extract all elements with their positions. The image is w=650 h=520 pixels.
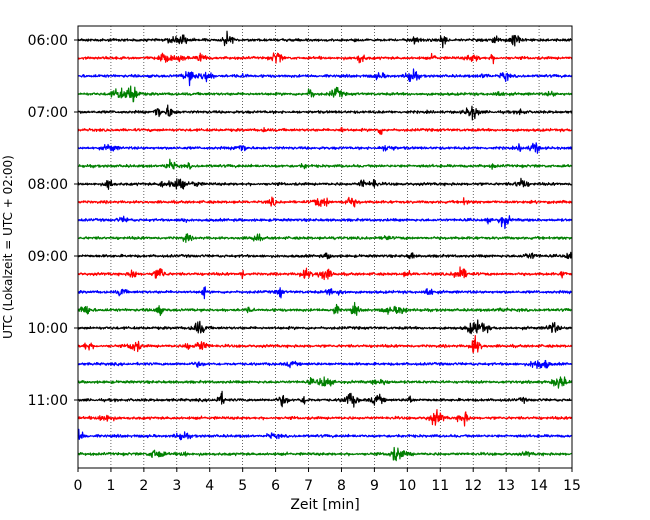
trace-row (77, 158, 573, 170)
trace-row (77, 334, 573, 354)
y-axis-ticks: 06:00 07:00 08:00 09:00 10:00 11:00 (28, 33, 78, 409)
x-tick-label: 11 (431, 478, 449, 494)
trace-row (77, 251, 573, 260)
trace-row (77, 177, 573, 190)
x-tick-label: 12 (464, 478, 482, 494)
y-tick-label: 07:00 (28, 105, 68, 121)
y-tick-label: 10:00 (28, 321, 68, 337)
x-tick-label: 0 (74, 478, 83, 494)
trace-row (77, 359, 573, 370)
x-tick-label: 14 (530, 478, 548, 494)
x-tick-label: 2 (139, 478, 148, 494)
trace-row (77, 30, 573, 49)
x-tick-label: 3 (172, 478, 181, 494)
trace-row (77, 68, 573, 87)
trace-row (77, 390, 573, 408)
y-tick-label: 08:00 (28, 177, 68, 193)
x-tick-label: 6 (271, 478, 280, 494)
x-tick-label: 1 (106, 478, 115, 494)
trace-row (77, 409, 573, 427)
trace-row (77, 286, 573, 300)
x-tick-label: 4 (205, 478, 214, 494)
trace-rows (77, 30, 573, 462)
x-tick-label: 10 (398, 478, 416, 494)
trace-row (77, 104, 573, 121)
y-tick-label: 09:00 (28, 249, 68, 265)
trace-row (77, 126, 573, 136)
trace-row (77, 301, 573, 317)
x-tick-label: 9 (370, 478, 379, 494)
trace-row (77, 85, 573, 103)
trace-row (77, 319, 573, 335)
x-axis-ticks: 0 1 2 3 4 5 6 7 8 9 10 11 12 13 14 15 (74, 468, 581, 494)
trace-row (77, 142, 573, 154)
trace-row (77, 428, 573, 441)
plot-frame (77, 25, 573, 469)
x-tick-label: 8 (337, 478, 346, 494)
x-tick-label: 7 (304, 478, 313, 494)
trace-row (77, 215, 573, 230)
trace-row (77, 52, 573, 65)
trace-row (77, 266, 573, 281)
trace-row (77, 376, 573, 389)
y-axis-title: UTC (Lokalzeit = UTC + 02:00) (1, 155, 15, 339)
x-tick-label: 13 (497, 478, 515, 494)
y-tick-label: 06:00 (28, 33, 68, 49)
x-tick-label: 15 (563, 478, 581, 494)
trace-row (77, 196, 573, 208)
x-tick-label: 5 (238, 478, 247, 494)
y-tick-label: 11:00 (28, 393, 68, 409)
x-axis-title: Zeit [min] (290, 497, 359, 513)
trace-row (77, 446, 573, 462)
trace-row (77, 233, 573, 243)
